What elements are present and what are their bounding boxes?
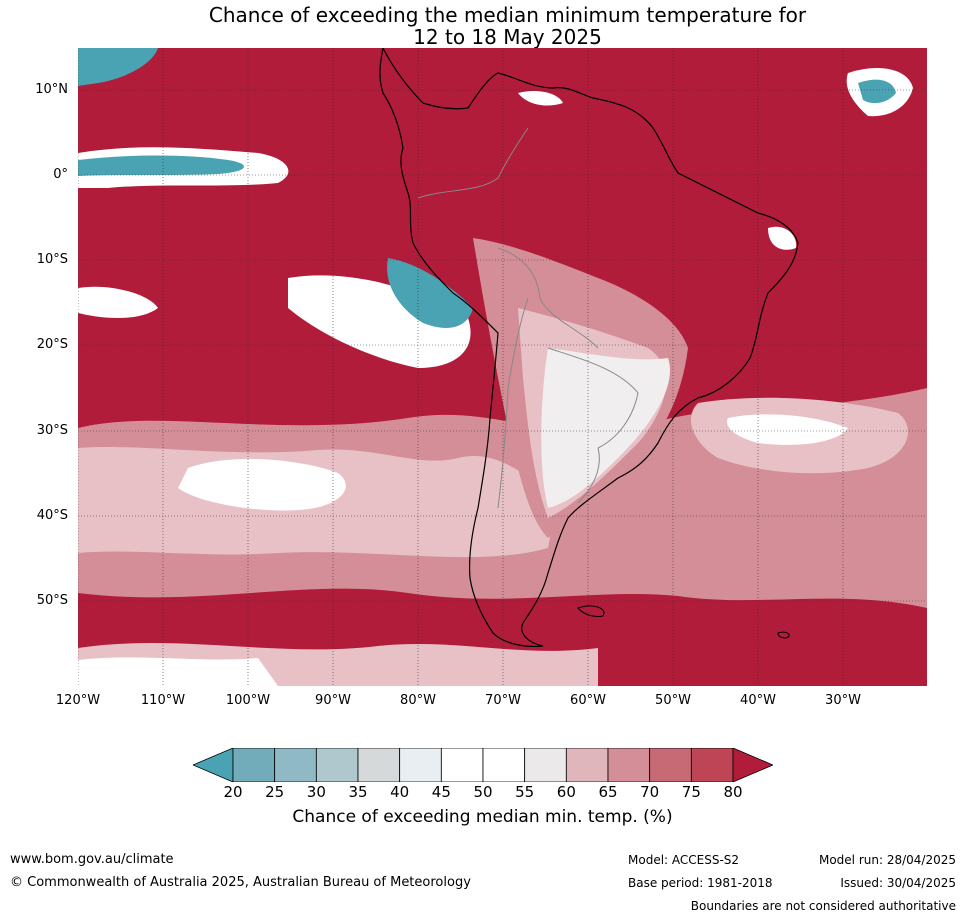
- lat-label-50s: 50°S: [36, 593, 68, 608]
- south-america-coastline: [379, 48, 799, 648]
- nw-blue-patch: [78, 48, 158, 86]
- title-line-2: 12 to 18 May 2025: [413, 25, 602, 49]
- continental-neutral-region: [541, 348, 670, 508]
- forecast-map: [78, 48, 927, 686]
- footer-website: www.bom.gov.au/climate: [10, 852, 174, 867]
- title-line-1: Chance of exceeding the median minimum t…: [208, 3, 807, 27]
- colorbar-extend-high: [732, 747, 775, 783]
- colorbar-tick-label: 25: [265, 783, 285, 801]
- lon-label-50w: 50°W: [655, 693, 691, 708]
- lon-label-100w: 100°W: [225, 693, 271, 708]
- footer-model-run: Model run: 28/04/2025: [818, 853, 956, 867]
- country-borders: [417, 127, 639, 509]
- colorbar-tick-label: 60: [556, 783, 576, 801]
- footer-disclaimer: Boundaries are not considered authoritat…: [690, 899, 956, 913]
- colorbar-extend-low: [191, 747, 234, 783]
- lat-label-30s: 30°S: [36, 423, 68, 438]
- peru-coast-blue-patch: [387, 258, 473, 328]
- lat-label-0: 0°: [53, 167, 68, 182]
- east-pacific-white-patch: [78, 286, 158, 318]
- map-svg: [78, 48, 927, 686]
- ne-blue-patch: [858, 79, 896, 104]
- colorbar-tick-label: 55: [515, 783, 535, 801]
- lon-label-30w: 30°W: [825, 693, 861, 708]
- lon-label-120w: 120°W: [55, 693, 101, 708]
- lon-label-110w: 110°W: [140, 693, 186, 708]
- colorbar-box: [399, 747, 442, 783]
- colorbar-box: [274, 747, 317, 783]
- colorbar-tick-label: 70: [640, 783, 660, 801]
- falkland-islands: [577, 605, 605, 617]
- footer-model: Model: ACCESS-S2: [628, 853, 740, 867]
- lat-label-20s: 20°S: [36, 337, 68, 352]
- pacific-white-patch: [178, 458, 346, 511]
- colorbar-tick-label: 75: [681, 783, 701, 801]
- lon-label-80w: 80°W: [400, 693, 436, 708]
- colorbar-tick-label: 45: [431, 783, 451, 801]
- colorbar-tick-label: 35: [348, 783, 368, 801]
- south-georgia-island: [777, 631, 790, 639]
- footer-base-period: Base period: 1981-2018: [628, 876, 773, 890]
- colorbar-box: [690, 747, 734, 783]
- lon-label-40w: 40°W: [740, 693, 776, 708]
- colorbar-box: [440, 747, 484, 783]
- far-south-white-patch: [78, 657, 278, 686]
- brazil-coast-white-patch: [768, 226, 797, 250]
- colorbar-box: [524, 747, 567, 783]
- lon-label-70w: 70°W: [485, 693, 521, 708]
- lat-label-10s: 10°S: [36, 252, 68, 267]
- footer-copyright: © Commonwealth of Australia 2025, Austra…: [10, 875, 471, 890]
- lat-label-40s: 40°S: [36, 508, 68, 523]
- colorbar-box: [232, 747, 276, 783]
- colorbar: [191, 747, 775, 783]
- colorbar-box: [565, 747, 609, 783]
- colorbar-box: [607, 747, 651, 783]
- colorbar-tick-label: 20: [223, 783, 243, 801]
- colorbar-tick-label: 40: [390, 783, 410, 801]
- colorbar-tick-label: 50: [473, 783, 493, 801]
- colorbar-label: Chance of exceeding median min. temp. (%…: [292, 807, 673, 827]
- lat-label-10n: 10°N: [35, 82, 68, 97]
- lon-label-60w: 60°W: [570, 693, 606, 708]
- colorbar-tick-label: 30: [306, 783, 326, 801]
- colorbar-tick-label: 65: [598, 783, 618, 801]
- map-title: Chance of exceeding the median minimum t…: [0, 4, 965, 48]
- colorbar-tick-label: 80: [723, 783, 743, 801]
- lon-label-90w: 90°W: [315, 693, 351, 708]
- footer-issued: Issued: 30/04/2025: [840, 876, 956, 890]
- colorbar-svg: [191, 747, 775, 783]
- colorbar-box: [315, 747, 359, 783]
- colorbar-box: [649, 747, 692, 783]
- colorbar-box: [482, 747, 526, 783]
- colorbar-box: [357, 747, 401, 783]
- equatorial-blue-band: [78, 155, 245, 176]
- graticule: [78, 48, 927, 686]
- caribbean-white-patch: [518, 91, 563, 106]
- atlantic-white-patch: [727, 414, 848, 445]
